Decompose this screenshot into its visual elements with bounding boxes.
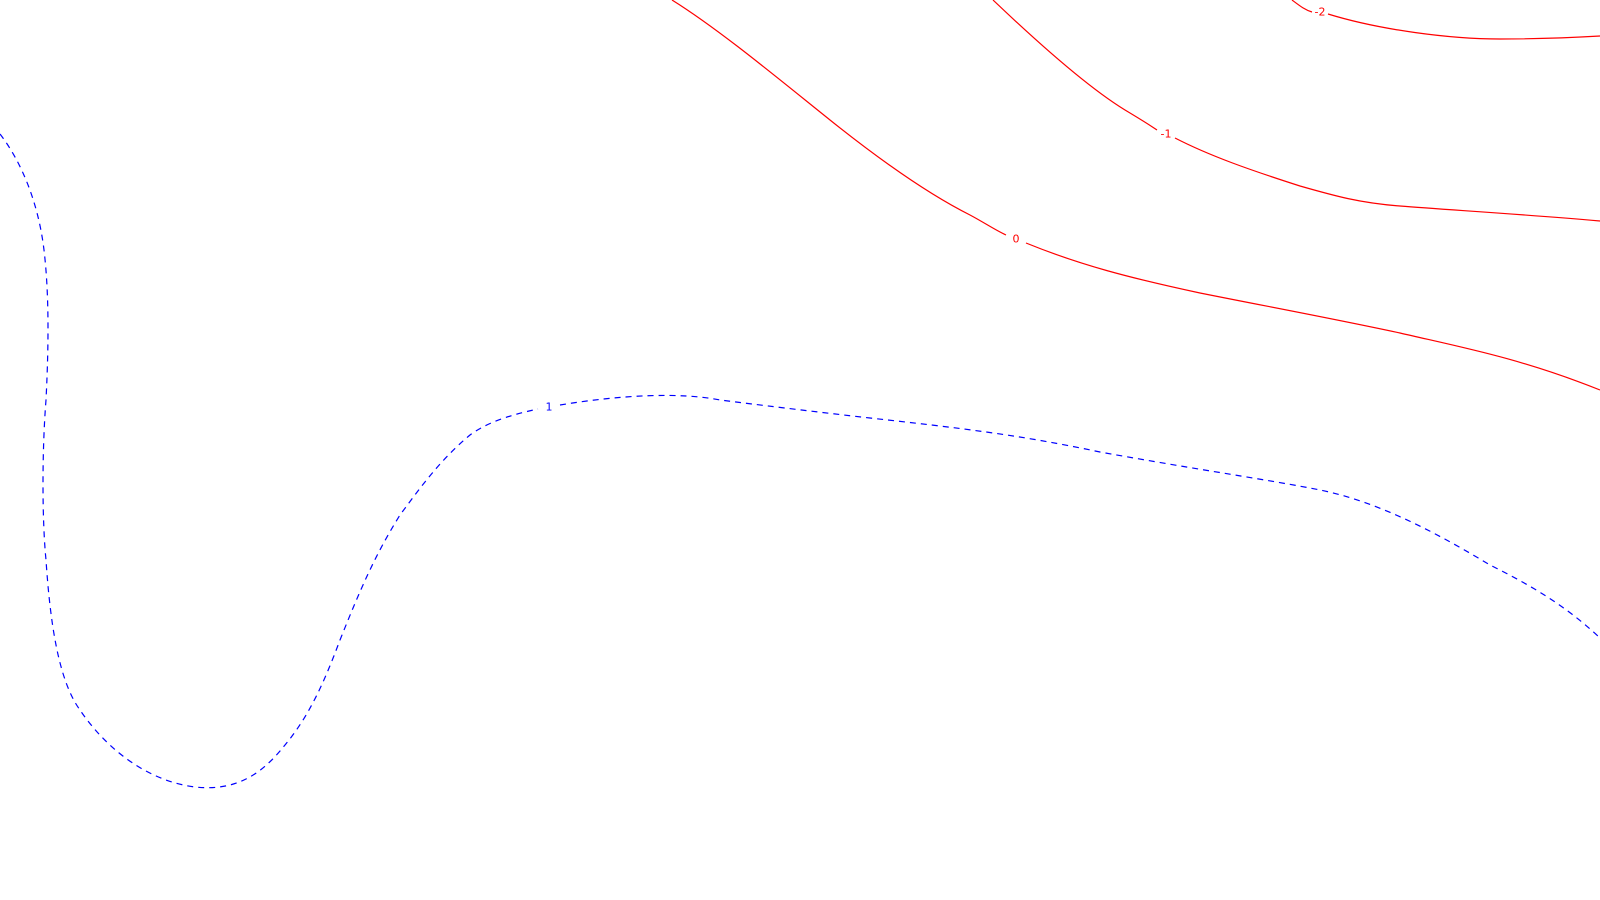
contour-line-level-neg1: [992, 0, 1600, 222]
contour-label-level-neg1: -1: [1161, 128, 1172, 141]
contour-label-level-1: 1: [546, 401, 553, 414]
contour-layer: -2 -1 0 1: [0, 0, 1600, 789]
contour-line-level-1: [0, 133, 1600, 789]
contour-line-level-0: [671, 0, 1600, 391]
contour-label-level-0: 0: [1013, 233, 1020, 246]
contour-line-level-neg2: [1291, 0, 1600, 40]
contour-label-level-neg2: -2: [1315, 6, 1326, 19]
